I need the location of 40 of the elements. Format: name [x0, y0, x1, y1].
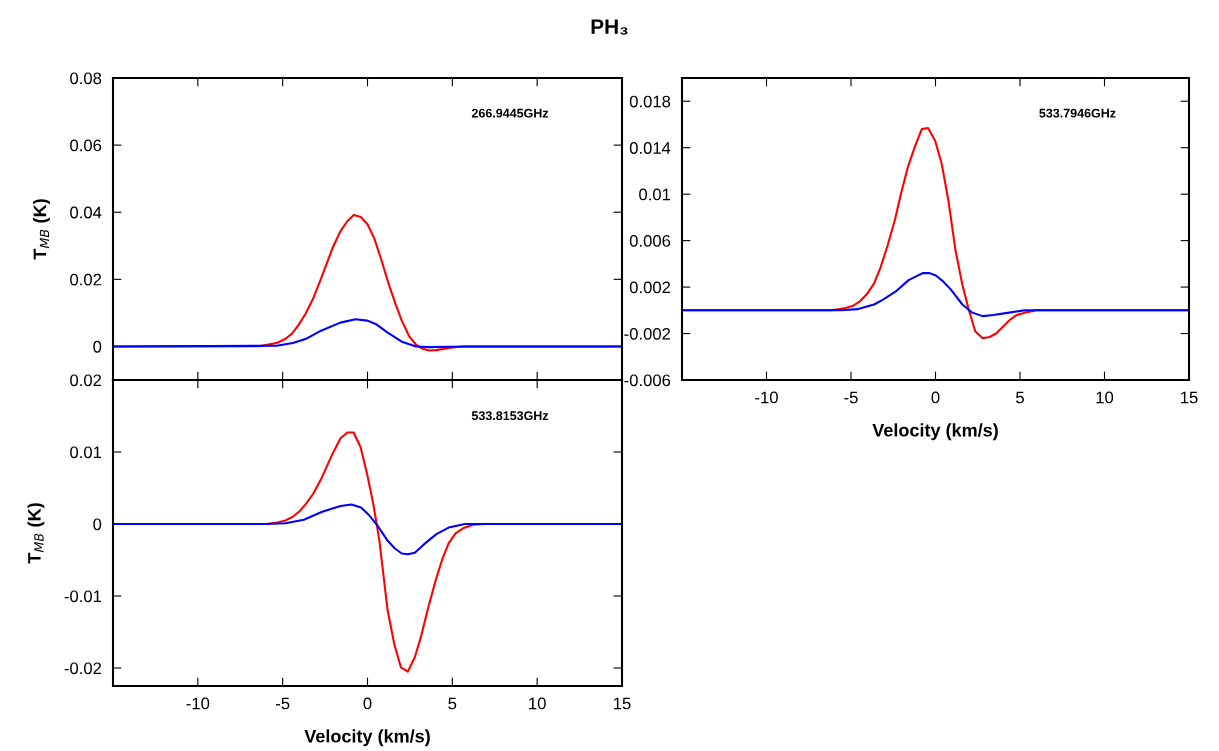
- y-tick-label: 0: [93, 340, 102, 353]
- y-tick-label: 0: [93, 518, 102, 531]
- x-tick-label: -10: [755, 391, 778, 404]
- x-tick-label: -5: [276, 697, 290, 710]
- line-series: [113, 503, 622, 556]
- annotation: 533.8153GHz: [471, 411, 549, 421]
- annotation: 533.7946GHz: [1039, 108, 1116, 118]
- x-axis-title: Velocity (km/s): [872, 423, 998, 441]
- y-tick-label: 0.02: [70, 374, 102, 387]
- y-tick-label: 0.014: [629, 142, 671, 154]
- line-series: [682, 272, 1189, 318]
- annotation: 266.9445GHz: [471, 108, 549, 118]
- y-tick-label: 0.018: [629, 95, 671, 108]
- x-tick-label: 5: [448, 697, 457, 710]
- x-tick-label: 10: [1096, 391, 1114, 404]
- y-axis-title: T$_{MB}$ (K): [33, 199, 50, 260]
- y-tick-label: 0.02: [70, 273, 102, 286]
- y-tick-label: 0.06: [70, 139, 102, 152]
- x-tick-label: -5: [844, 391, 858, 404]
- y-tick-label: 0.006: [629, 235, 671, 247]
- y-tick-label: 0.04: [70, 206, 102, 219]
- line-series: [113, 318, 622, 349]
- x-tick-label: 15: [1181, 391, 1198, 404]
- y-tick-label: -0.02: [64, 662, 102, 675]
- x-tick-label: 5: [1016, 391, 1024, 404]
- y-axis-title: T$_{MB}$ (K): [27, 503, 45, 564]
- x-tick-label: 0: [931, 391, 940, 404]
- y-tick-label: 0.08: [70, 72, 102, 85]
- y-tick-label: 0.002: [629, 281, 671, 294]
- x-axis-title: Velocity (km/s): [304, 729, 430, 747]
- y-tick-label: 0.01: [70, 446, 102, 459]
- y-tick-label: -0.006: [624, 374, 671, 387]
- x-tick-label: 10: [529, 697, 546, 710]
- x-tick-label: 0: [363, 697, 372, 710]
- y-tick-label: 0.01: [639, 188, 671, 201]
- chart-title: PH₃: [591, 19, 628, 35]
- y-tick-label: -0.01: [64, 590, 102, 603]
- y-tick-label: -0.002: [624, 327, 671, 340]
- x-tick-label: 15: [614, 697, 631, 710]
- x-tick-label: -10: [186, 697, 210, 710]
